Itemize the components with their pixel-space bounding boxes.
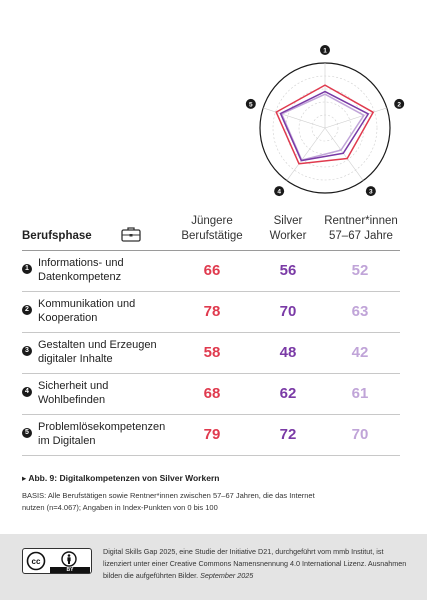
row-label: Problemlösekompetenzen im Digitalen: [38, 421, 166, 447]
value-juengere: 58: [203, 344, 221, 361]
radar-axis-badge: [245, 98, 256, 109]
license-footer: cc BY Digital Skills Gap 2025, eine Stud…: [0, 534, 427, 600]
briefcase-icon: [121, 227, 141, 242]
radar-spoke: [324, 127, 364, 181]
figure-caption: ▸ Abb. 9: Digitalkompetenzen von Silver …: [22, 473, 220, 483]
row-number-badge: 4: [22, 387, 32, 397]
table-row: 5 Problemlösekompetenzen im Digitalen 79…: [22, 415, 400, 456]
value-silver: 48: [279, 344, 297, 361]
radar-axis-number: 4: [277, 189, 281, 196]
attribution-person-icon: [61, 551, 77, 567]
value-juengere: 79: [203, 426, 221, 443]
table-row: 3 Gestalten und Erzeugen digitaler Inhal…: [22, 333, 400, 374]
radar-series-polygon: [280, 93, 365, 161]
column-header-juengere: Jüngere Berufstätige: [181, 215, 243, 242]
row-number-badge: 1: [22, 264, 32, 274]
value-juengere: 68: [203, 385, 221, 402]
creative-commons-icon: cc: [26, 551, 46, 571]
row-number-badge: 2: [22, 305, 32, 315]
column-header-silver: Silver Worker: [269, 215, 307, 242]
radar-axis-number: 3: [369, 189, 373, 196]
radar-spoke: [263, 107, 326, 129]
value-rentner: 52: [351, 262, 369, 279]
radar-spoke: [324, 107, 387, 129]
row-label: Kommunikation und Kooperation: [38, 298, 136, 324]
table-row: 2 Kommunikation und Kooperation 78 70 63: [22, 292, 400, 333]
row-label: Sicherheit und Wohlbefinden: [38, 380, 109, 406]
radar-axis-badge: [394, 98, 405, 109]
value-silver: 62: [279, 385, 297, 402]
license-date: September 2025: [200, 571, 254, 580]
radar-axis-number: 1: [323, 47, 327, 54]
competence-table: Berufsphase Jüngere Berufstätige Silver …: [22, 208, 400, 456]
radar-axis-badge: [274, 186, 285, 197]
svg-text:cc: cc: [32, 557, 41, 566]
column-header-rentner: Rentner*innen 57–67 Jahre: [324, 215, 398, 242]
radar-series-polygon: [275, 84, 374, 165]
table-row: 4 Sicherheit und Wohlbefinden 68 62 61: [22, 374, 400, 415]
row-number-badge: 5: [22, 428, 32, 438]
value-juengere: 66: [203, 262, 221, 279]
value-rentner: 63: [351, 303, 369, 320]
value-silver: 72: [279, 426, 297, 443]
table-row: 1 Informations- und Datenkompetenz 66 56…: [22, 251, 400, 292]
radar-axis-number: 5: [249, 101, 253, 108]
phase-header: Berufsphase: [22, 230, 92, 242]
radar-chart: 1 2 3 4 5: [245, 45, 405, 197]
radar-spoke: [286, 127, 326, 181]
radar-axis-badge: [320, 45, 330, 55]
value-juengere: 78: [203, 303, 221, 320]
value-rentner: 42: [351, 344, 369, 361]
cc-by-badge: cc BY: [22, 548, 92, 574]
value-rentner: 61: [351, 385, 369, 402]
value-silver: 56: [279, 262, 297, 279]
radar-axis-number: 2: [397, 101, 401, 108]
value-silver: 70: [279, 303, 297, 320]
row-label: Gestalten und Erzeugen digitaler Inhalte: [38, 339, 157, 365]
radar-axis-badge: [365, 186, 376, 197]
license-text: Digital Skills Gap 2025, eine Studie der…: [103, 547, 407, 580]
by-label: BY: [50, 567, 90, 573]
radar-series-polygon: [279, 90, 370, 162]
value-rentner: 70: [351, 426, 369, 443]
row-number-badge: 3: [22, 346, 32, 356]
basis-note: BASIS: Alle Berufstätigen sowie Rentner*…: [22, 491, 315, 512]
table-header: Berufsphase Jüngere Berufstätige Silver …: [22, 208, 400, 251]
row-label: Informations- und Datenkompetenz: [38, 257, 124, 283]
